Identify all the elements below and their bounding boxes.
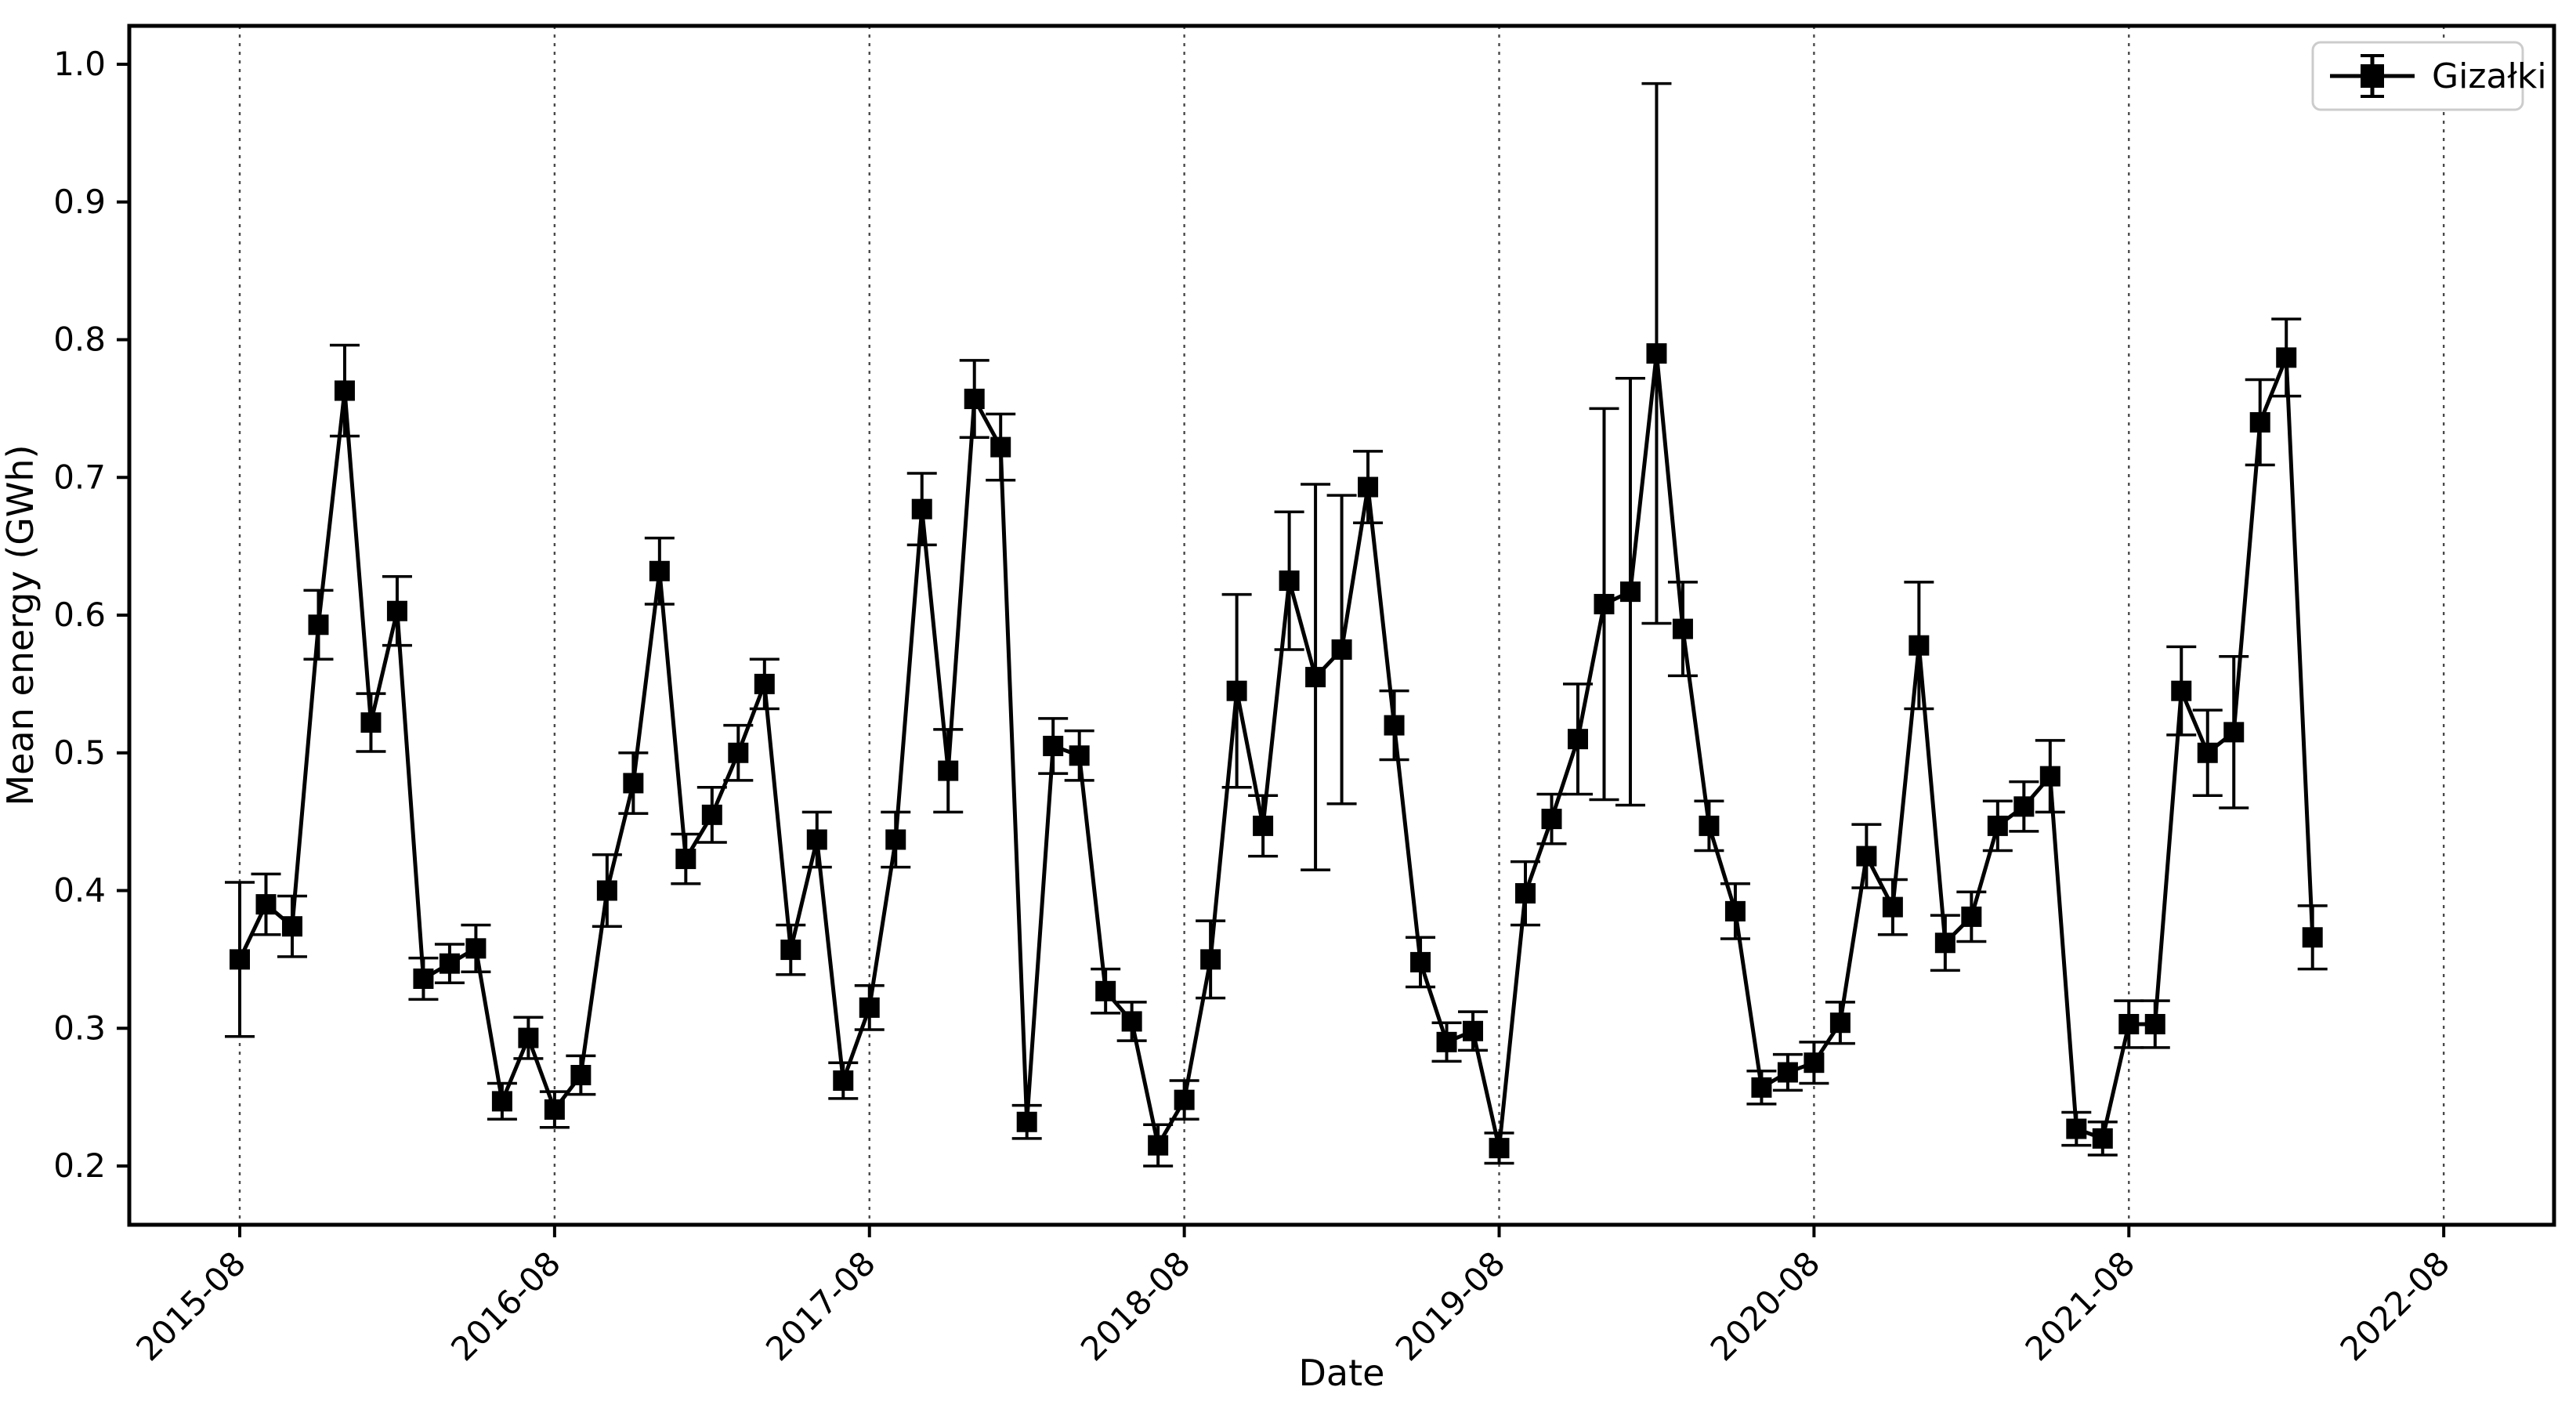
data-point	[1043, 735, 1064, 756]
data-point	[1253, 815, 1274, 836]
legend-square-marker-icon	[2361, 64, 2384, 88]
data-point	[2092, 1128, 2113, 1149]
data-point	[1279, 570, 1300, 592]
data-point	[649, 560, 670, 581]
data-point	[1463, 1020, 1484, 1041]
y-tick-label: 0.2	[53, 1146, 106, 1185]
legend-label: Gizałki	[2432, 56, 2547, 96]
data-point	[1724, 900, 1746, 922]
data-point	[675, 849, 696, 870]
y-tick-label: 0.9	[53, 183, 106, 221]
data-point	[1436, 1031, 1457, 1052]
data-point	[1699, 815, 1720, 836]
data-point	[859, 997, 880, 1018]
data-point	[1174, 1089, 1195, 1110]
data-point	[885, 829, 906, 850]
data-point	[2066, 1118, 2087, 1139]
data-point	[1594, 593, 1615, 614]
data-point	[1567, 729, 1588, 750]
data-point	[596, 880, 617, 901]
data-point	[833, 1070, 854, 1092]
data-point	[2249, 411, 2270, 433]
data-point	[1305, 667, 1326, 688]
data-point	[1410, 951, 1431, 972]
data-point	[386, 600, 407, 621]
data-point	[1804, 1052, 1825, 1074]
data-point	[754, 673, 775, 694]
plot-border	[127, 24, 2556, 1227]
data-point	[491, 1091, 512, 1112]
data-point	[1987, 815, 2008, 836]
data-point	[518, 1027, 539, 1048]
data-point	[1358, 476, 1379, 498]
y-tick-label: 0.5	[53, 733, 106, 772]
data-point	[2171, 680, 2192, 701]
y-tick-label: 0.6	[53, 596, 106, 634]
data-point	[334, 380, 355, 401]
data-point	[2302, 927, 2323, 948]
data-point	[2144, 1013, 2165, 1034]
data-point	[570, 1065, 592, 1086]
data-point	[2223, 722, 2245, 743]
data-point	[1882, 896, 1903, 918]
y-tick-label: 1.0	[53, 45, 106, 83]
data-point	[1646, 343, 1667, 364]
data-point	[911, 498, 932, 520]
data-point	[1095, 980, 1116, 1001]
data-point	[1829, 1012, 1851, 1034]
data-point	[1016, 1111, 1037, 1132]
data-point	[701, 804, 722, 825]
data-point	[1148, 1135, 1169, 1156]
data-point	[1777, 1062, 1798, 1083]
data-point	[2013, 796, 2035, 817]
data-point	[413, 968, 434, 989]
data-point	[230, 949, 250, 970]
data-point	[1384, 715, 1405, 736]
y-tick-label: 0.7	[53, 458, 106, 496]
data-point	[544, 1099, 565, 1120]
data-point	[780, 940, 801, 961]
data-point	[1226, 680, 1247, 701]
data-point	[1672, 618, 1693, 639]
x-axis-label: Date	[1299, 1352, 1385, 1394]
data-point	[281, 916, 302, 937]
data-point	[938, 760, 959, 781]
data-point	[1908, 635, 1930, 656]
data-point	[308, 614, 329, 636]
data-point	[2197, 742, 2218, 763]
y-tick-label: 0.3	[53, 1008, 106, 1047]
data-point	[990, 436, 1011, 458]
data-point	[1619, 581, 1641, 603]
y-tick-label: 0.8	[53, 320, 106, 359]
data-point	[964, 389, 985, 410]
data-point	[1515, 883, 1536, 904]
data-point	[1934, 932, 1956, 954]
y-axis-label: Mean energy (GWh)	[0, 444, 42, 806]
data-point	[1751, 1077, 1772, 1098]
legend-box	[2311, 41, 2524, 111]
data-point	[439, 953, 460, 974]
data-point	[623, 773, 644, 794]
data-point	[1489, 1138, 1510, 1159]
data-point	[2039, 766, 2060, 787]
data-point	[806, 829, 827, 850]
data-point	[2118, 1013, 2140, 1034]
data-point	[1121, 1011, 1142, 1032]
data-point	[1331, 639, 1352, 660]
data-point	[255, 894, 277, 915]
data-point	[1200, 949, 1221, 970]
data-point	[1961, 906, 1982, 927]
y-tick-label: 0.4	[53, 871, 106, 910]
data-point	[1856, 846, 1877, 867]
data-point	[360, 712, 382, 733]
data-point	[2276, 347, 2297, 368]
data-point	[465, 938, 487, 959]
data-point	[728, 742, 749, 763]
data-point	[1541, 809, 1562, 830]
data-point	[1069, 745, 1090, 766]
